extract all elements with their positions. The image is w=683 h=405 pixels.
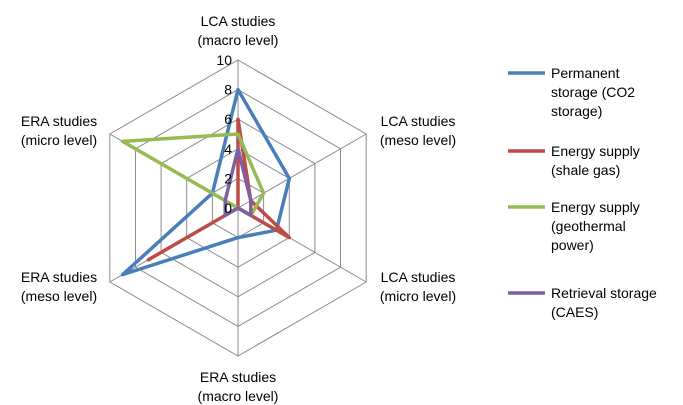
radar-tick-labels: 0 2 4 6 8 10 [216,52,232,216]
tick-label: 10 [216,52,232,68]
category-label-0: LCA studies (macro level) [198,13,279,48]
tick-label: 4 [224,141,232,157]
tick-label: 2 [224,170,232,186]
legend-entry-2: Energy supply (geothermal power) [551,199,640,253]
legend-entry-3: Retrieval storage (CAES) [551,285,657,320]
legend-entry-0: Permanent storage (CO2 storage) [551,65,635,119]
category-label-4: ERA studies (meso level) [21,269,97,304]
radar-category-labels: LCA studies (macro level) LCA studies (meso… [21,13,456,404]
category-label-5: ERA studies (micro level) [21,113,97,148]
category-label-1: LCA studies (meso level) [380,113,456,148]
radar-series [120,87,292,277]
legend-entry-1: Energy supply (shale gas) [551,143,640,178]
tick-label: 0 [224,200,232,216]
series-line-0 [120,87,292,277]
legend: Permanent storage (CO2 storage) Energy supp… [508,65,657,320]
series-line-3 [223,147,253,218]
category-label-2: LCA studies (micro level) [380,269,456,304]
tick-label: 8 [224,82,232,98]
axis-spoke-1 [237,133,367,209]
category-label-3: ERA studies (macro level) [198,369,279,404]
tick-label: 6 [224,111,232,127]
